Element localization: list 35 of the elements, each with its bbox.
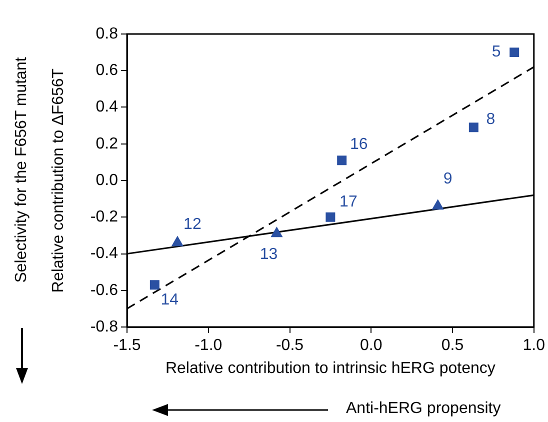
annotation: 5 — [492, 44, 501, 61]
point — [432, 200, 444, 210]
x-tick-label: 0.5 — [441, 337, 464, 354]
point — [468, 122, 478, 132]
point — [271, 227, 282, 238]
x-tick-label: -1.0 — [194, 337, 222, 354]
y-tick-label: -0.8 — [90, 318, 118, 336]
y-tick-label: 0.0 — [96, 172, 118, 189]
annotation: 9 — [443, 170, 452, 188]
text: Selectivity for the F656T mutant — [13, 57, 31, 283]
x-axis-title: Relative contribution to intrinsic hERG potency — [165, 360, 496, 377]
y-tick-label: 0.4 — [96, 98, 118, 116]
y-tick-label: 0.6 — [96, 62, 118, 80]
text: Anti-hERG propensity — [346, 400, 501, 418]
x-tick-label: -0.5 — [276, 337, 304, 354]
annotation: 12 — [184, 216, 202, 234]
point — [510, 48, 520, 58]
annotation: 8 — [486, 110, 496, 128]
y-tick-label: 0.8 — [96, 25, 118, 42]
point — [150, 280, 160, 290]
y-axis-title: Relative contribution to ΔF656T — [50, 68, 68, 293]
annotation: 13 — [260, 246, 278, 264]
y-tick-label: -0.4 — [90, 245, 118, 262]
x-tick-label: -1.5 — [113, 337, 141, 354]
annotation: 17 — [340, 194, 358, 211]
y-tick-label: -0.2 — [90, 208, 118, 226]
y-tick-label: -0.6 — [90, 282, 118, 299]
y-tick-label: 0.2 — [96, 135, 118, 152]
x-tick-label: 1.0 — [522, 337, 546, 354]
point — [172, 236, 184, 246]
x-tick-label: 0.0 — [360, 337, 382, 354]
annotation: 14 — [160, 291, 179, 308]
point — [326, 212, 336, 222]
annotation: 16 — [350, 136, 368, 153]
point — [337, 156, 347, 166]
